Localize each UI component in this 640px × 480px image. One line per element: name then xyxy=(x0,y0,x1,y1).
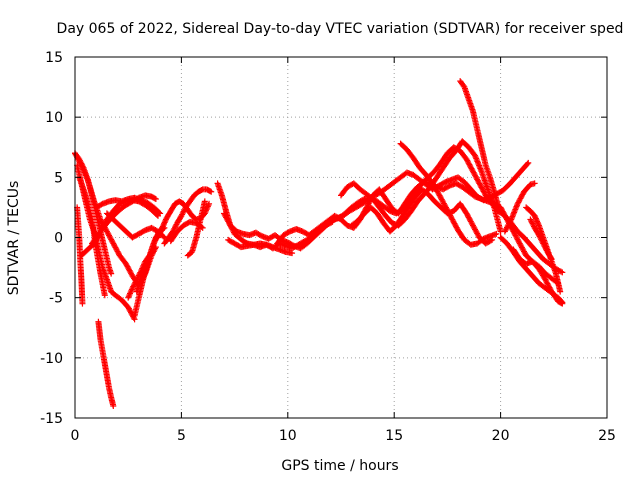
data-point xyxy=(151,195,158,202)
x-tick-label: 5 xyxy=(177,428,186,444)
data-point xyxy=(138,266,145,273)
data-point xyxy=(557,288,564,295)
data-point xyxy=(158,227,165,234)
data-point xyxy=(207,188,214,195)
data-point xyxy=(532,214,539,221)
data-point xyxy=(149,247,156,254)
y-axis-label: SDTVAR / TECUs xyxy=(6,181,22,296)
data-point xyxy=(152,195,159,202)
series-track-04 xyxy=(76,174,108,299)
series-track-13 xyxy=(125,246,157,301)
data-point xyxy=(150,246,157,253)
axis-ticks: 0 5 10 15 20 25 -15 -10 -5 0 5 10 15 xyxy=(40,50,616,444)
data-point xyxy=(79,300,86,307)
data-point xyxy=(161,219,168,226)
y-tick-label: 10 xyxy=(45,110,63,126)
data-point xyxy=(204,203,211,210)
data-point xyxy=(126,291,133,298)
data-point xyxy=(201,198,208,205)
data-point xyxy=(156,230,163,237)
data-point xyxy=(141,261,148,268)
series-track-29 xyxy=(510,246,562,287)
series-track-20 xyxy=(225,236,296,257)
data-point xyxy=(534,218,541,225)
data-point xyxy=(151,239,158,246)
data-point xyxy=(159,223,166,230)
data-point xyxy=(289,250,296,257)
data-point xyxy=(101,292,108,299)
data-point xyxy=(507,217,514,224)
y-tick-label: -5 xyxy=(49,291,63,307)
data-point xyxy=(108,270,115,277)
data-point xyxy=(110,402,117,409)
data-point xyxy=(205,202,212,209)
data-point xyxy=(525,159,532,166)
data-point xyxy=(531,212,538,219)
data-point xyxy=(532,215,539,222)
series-track-31 xyxy=(527,216,555,263)
data-point xyxy=(128,287,135,294)
x-tick-label: 15 xyxy=(385,428,403,444)
data-point xyxy=(157,228,164,235)
data-point xyxy=(531,180,538,187)
x-tick-label: 20 xyxy=(492,428,510,444)
series-track-28 xyxy=(501,180,538,235)
series-track-11 xyxy=(131,224,168,319)
series-track-17 xyxy=(184,198,208,259)
data-point xyxy=(161,220,168,227)
data-point xyxy=(524,160,531,167)
data-point xyxy=(139,265,146,272)
x-tick-label: 25 xyxy=(598,428,616,444)
y-tick-label: 15 xyxy=(45,50,63,66)
data-point xyxy=(534,219,541,226)
x-tick-label: 0 xyxy=(71,428,80,444)
data-point xyxy=(535,221,542,228)
data-point xyxy=(139,264,146,271)
data-point xyxy=(140,262,147,269)
data-point xyxy=(495,204,502,211)
data-point xyxy=(559,299,566,306)
data-point xyxy=(151,237,158,244)
data-point xyxy=(162,217,169,224)
data-point xyxy=(493,230,500,237)
data-point xyxy=(199,224,206,231)
data-point xyxy=(558,268,565,275)
y-tick-label: 5 xyxy=(54,170,63,186)
data-point xyxy=(127,290,134,297)
chart-title: Day 065 of 2022, Sidereal Day-to-day VTE… xyxy=(57,21,624,37)
data-point xyxy=(157,210,164,217)
data-point xyxy=(460,82,467,89)
y-tick-label: -10 xyxy=(40,351,63,367)
data-point xyxy=(137,268,144,275)
data-point xyxy=(156,231,163,238)
data-point xyxy=(155,233,162,240)
data-point xyxy=(125,293,132,300)
data-point xyxy=(548,256,555,263)
data-point xyxy=(127,289,134,296)
data-point xyxy=(150,240,157,247)
data-point xyxy=(533,216,540,223)
series-track-06 xyxy=(95,318,117,409)
data-point xyxy=(125,294,132,301)
data-point xyxy=(156,209,163,216)
x-tick-label: 10 xyxy=(279,428,297,444)
data-point xyxy=(128,286,135,293)
x-axis-label: GPS time / hours xyxy=(281,458,398,474)
series-track-09 xyxy=(93,194,164,217)
data-point xyxy=(159,224,166,231)
data-marks xyxy=(72,78,566,409)
data-point xyxy=(158,226,165,233)
data-point xyxy=(208,188,215,195)
series-track-25 xyxy=(397,140,500,248)
data-point xyxy=(547,254,554,261)
data-point xyxy=(206,200,213,207)
data-point xyxy=(160,222,167,229)
data-point xyxy=(558,298,565,305)
data-point xyxy=(154,234,161,241)
y-tick-label: 0 xyxy=(54,231,63,247)
y-tick-label: -15 xyxy=(40,411,63,427)
data-point xyxy=(559,269,566,276)
series-track-26 xyxy=(457,78,502,211)
